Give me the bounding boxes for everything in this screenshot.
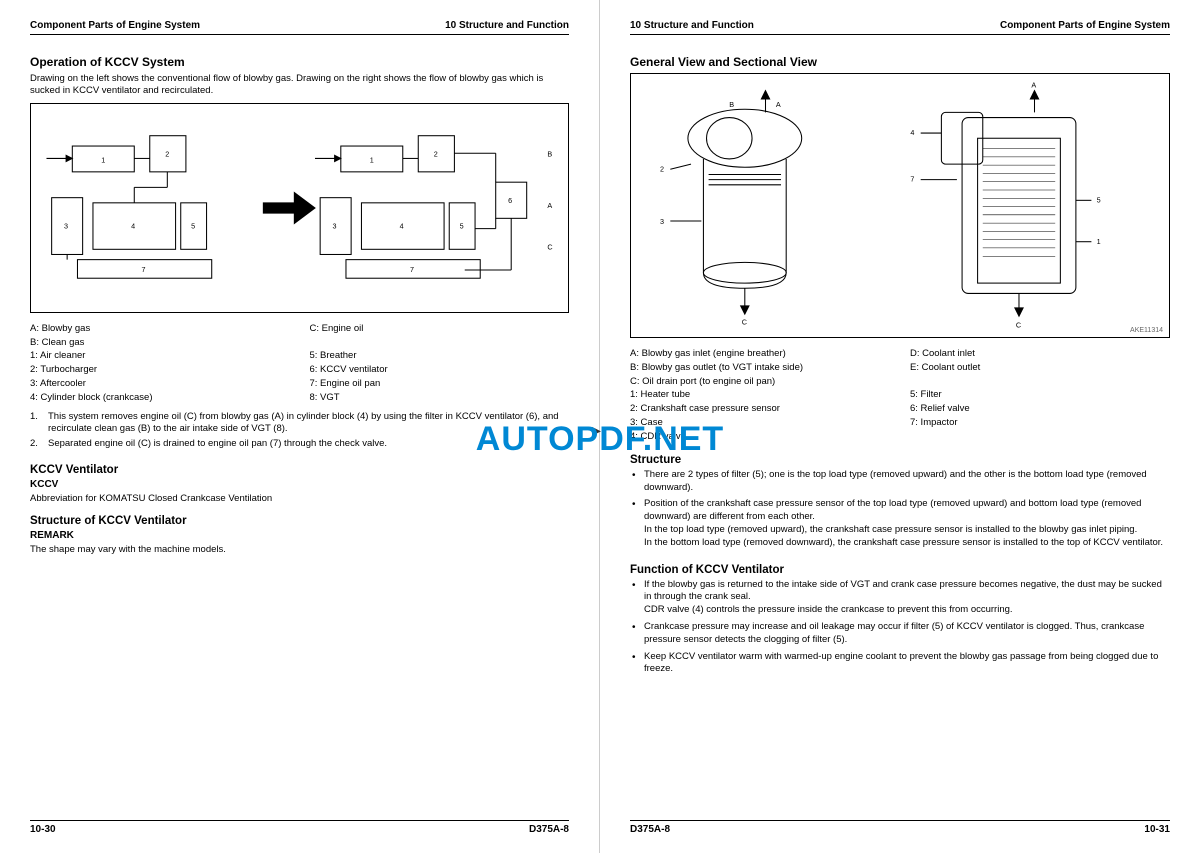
remark-bold: REMARK [30, 530, 569, 541]
svg-text:2: 2 [165, 149, 169, 158]
legend-item: 1: Air cleaner [30, 350, 290, 363]
svg-text:6: 6 [508, 196, 512, 205]
legend-item: 2: Crankshaft case pressure sensor [630, 403, 890, 416]
right-footer-page: 10-31 [1144, 824, 1170, 835]
left-footer-page: 10-30 [30, 824, 56, 835]
legend-item: 2: Turbocharger [30, 364, 290, 377]
svg-text:1: 1 [1097, 237, 1101, 246]
left-footer: 10-30 D375A-8 [30, 820, 569, 835]
legend-item [910, 376, 1170, 389]
left-title-operation: Operation of KCCV System [30, 55, 569, 69]
right-component-drawing: B A 2 3 C 4 7 C A 5 1 [631, 74, 1169, 337]
svg-text:A: A [776, 100, 781, 109]
left-header-left: Component Parts of Engine System [30, 20, 200, 31]
svg-text:3: 3 [333, 221, 337, 230]
left-intro: Drawing on the left shows the convention… [30, 73, 569, 97]
legend-item: 8: VGT [310, 392, 570, 405]
legend-item: 6: KCCV ventilator [310, 364, 570, 377]
bullet-item: There are 2 types of filter (5); one is … [644, 469, 1170, 495]
svg-text:4: 4 [131, 221, 135, 230]
right-figure-box: B A 2 3 C 4 7 C A 5 1 AKE11314 [630, 73, 1170, 338]
page-nav-arrow-icon: ▸ [592, 420, 601, 441]
left-schematic: 1 2 3 4 5 7 1 2 3 4 5 7 6 B A C [31, 104, 568, 312]
left-legend: A: Blowby gas C: Engine oil B: Clean gas… [30, 323, 569, 405]
legend-item: 5: Filter [910, 389, 1170, 402]
legend-item: 7: Engine oil pan [310, 378, 570, 391]
legend-item: A: Blowby gas [30, 323, 290, 336]
legend-item [310, 337, 570, 350]
bullet-item: Position of the crankshaft case pressure… [644, 498, 1170, 549]
legend-item [910, 431, 1170, 444]
remark-text: The shape may vary with the machine mode… [30, 544, 569, 556]
legend-item: D: Coolant inlet [910, 348, 1170, 361]
svg-text:B: B [547, 149, 552, 158]
legend-item: B: Clean gas [30, 337, 290, 350]
legend-item: 3: Case [630, 417, 890, 430]
bullet-item: Keep KCCV ventilator warm with warmed-up… [644, 651, 1170, 677]
svg-text:A: A [547, 201, 552, 210]
function-bullets: If the blowby gas is returned to the int… [630, 579, 1170, 681]
legend-item: 5: Breather [310, 350, 570, 363]
svg-text:5: 5 [460, 221, 464, 230]
note-text: Separated engine oil (C) is drained to e… [48, 438, 387, 450]
svg-text:C: C [547, 242, 552, 251]
right-page: ▸ 10 Structure and Function Component Pa… [600, 0, 1200, 853]
left-page: Component Parts of Engine System 10 Stru… [0, 0, 600, 853]
structure-bullets: There are 2 types of filter (5); one is … [630, 469, 1170, 554]
left-figure-box: 1 2 3 4 5 7 1 2 3 4 5 7 6 B A C [30, 103, 569, 313]
svg-text:B: B [729, 100, 734, 109]
svg-text:7: 7 [410, 265, 414, 274]
legend-item: A: Blowby gas inlet (engine breather) [630, 348, 890, 361]
left-subtitle-structure: Structure of KCCV Ventilator [30, 515, 569, 527]
bullet-item: Crankcase pressure may increase and oil … [644, 621, 1170, 647]
svg-text:4: 4 [400, 221, 404, 230]
note-text: This system removes engine oil (C) from … [48, 411, 569, 436]
bullet-item: If the blowby gas is returned to the int… [644, 579, 1170, 617]
legend-item: C: Oil drain port (to engine oil pan) [630, 376, 890, 389]
right-footer-model: D375A-8 [630, 824, 670, 835]
legend-item: E: Coolant outlet [910, 362, 1170, 375]
legend-item: 4: Cylinder block (crankcase) [30, 392, 290, 405]
svg-text:4: 4 [910, 128, 914, 137]
kccv-bold: KCCV [30, 479, 569, 490]
svg-text:A: A [1031, 81, 1036, 90]
right-header-left: 10 Structure and Function [630, 20, 754, 31]
svg-text:2: 2 [660, 164, 664, 173]
legend-item: B: Blowby gas outlet (to VGT intake side… [630, 362, 890, 375]
right-footer: D375A-8 10-31 [630, 820, 1170, 835]
function-title: Function of KCCV Ventilator [630, 564, 1170, 576]
svg-text:7: 7 [141, 265, 145, 274]
figure-id: AKE11314 [1130, 327, 1163, 334]
svg-text:5: 5 [1097, 195, 1101, 204]
left-subtitle-kccv: KCCV Ventilator [30, 464, 569, 476]
right-header-right: Component Parts of Engine System [1000, 20, 1170, 31]
svg-text:5: 5 [191, 221, 195, 230]
left-notes: 1.This system removes engine oil (C) fro… [30, 411, 569, 454]
svg-text:7: 7 [910, 175, 914, 184]
legend-item: 3: Aftercooler [30, 378, 290, 391]
legend-item: 4: CDR valve [630, 431, 890, 444]
svg-text:C: C [1016, 321, 1021, 330]
svg-text:1: 1 [370, 155, 374, 164]
svg-text:C: C [742, 317, 747, 326]
left-header: Component Parts of Engine System 10 Stru… [30, 20, 569, 35]
right-legend: A: Blowby gas inlet (engine breather) D:… [630, 348, 1170, 444]
legend-item: 6: Relief valve [910, 403, 1170, 416]
svg-text:2: 2 [434, 149, 438, 158]
right-title: General View and Sectional View [630, 55, 1170, 69]
left-header-right: 10 Structure and Function [445, 20, 569, 31]
kccv-text: Abbreviation for KOMATSU Closed Crankcas… [30, 493, 569, 505]
legend-item: 1: Heater tube [630, 389, 890, 402]
right-header: 10 Structure and Function Component Part… [630, 20, 1170, 35]
legend-item: 7: Impactor [910, 417, 1170, 430]
legend-item: C: Engine oil [310, 323, 570, 336]
left-footer-model: D375A-8 [529, 824, 569, 835]
structure-title: Structure [630, 454, 1170, 466]
svg-text:1: 1 [101, 155, 105, 164]
svg-text:3: 3 [660, 217, 664, 226]
svg-text:3: 3 [64, 221, 68, 230]
